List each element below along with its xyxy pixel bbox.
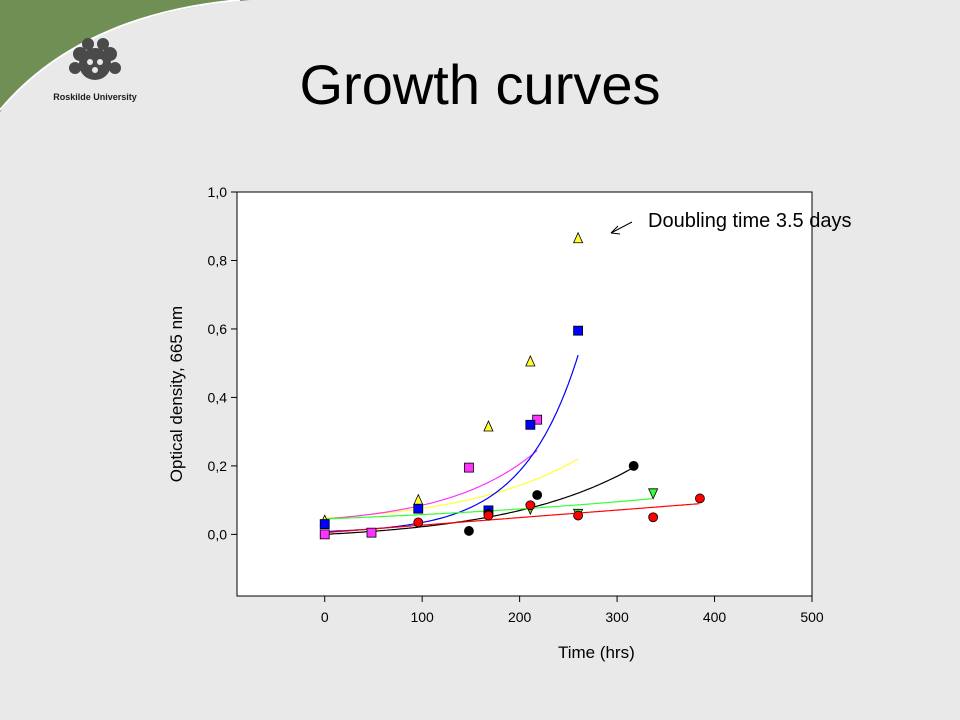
y-tick-label: 0,0	[208, 526, 228, 542]
logo-icon	[69, 38, 121, 80]
data-point	[573, 510, 584, 521]
data-point	[319, 519, 330, 530]
data-point	[532, 490, 543, 500]
data-point	[483, 420, 494, 432]
y-tick-label: 0,8	[208, 252, 228, 268]
y-axis-label: Optical density, 665 nm	[167, 306, 186, 482]
x-tick-label: 200	[508, 609, 532, 625]
data-point	[628, 460, 639, 471]
x-axis-label: Time (hrs)	[558, 643, 635, 662]
data-point	[648, 488, 659, 500]
data-point	[573, 325, 584, 336]
x-tick-label: 500	[800, 609, 824, 625]
data-point	[464, 462, 474, 473]
annotation-arrow	[610, 221, 633, 234]
data-point	[483, 510, 494, 521]
x-tick-label: 0	[321, 609, 329, 625]
data-point	[572, 231, 584, 244]
data-point	[525, 419, 536, 430]
y-tick-label: 0,2	[208, 458, 228, 474]
data-point	[464, 526, 474, 536]
fit-line	[324, 450, 538, 520]
data-point	[413, 503, 424, 514]
data-point	[319, 529, 330, 540]
data-point	[525, 354, 536, 367]
data-point	[413, 517, 424, 528]
data-point	[532, 414, 543, 425]
y-tick-label: 0,6	[208, 321, 228, 337]
x-tick-label: 100	[410, 609, 434, 625]
data-point	[648, 512, 659, 523]
data-point	[366, 527, 377, 538]
fit-line	[324, 503, 699, 534]
y-tick-label: 1,0	[208, 184, 228, 200]
x-tick-label: 400	[703, 609, 727, 625]
data-point	[525, 500, 536, 511]
data-point	[695, 493, 705, 504]
y-tick-label: 0,4	[208, 389, 228, 405]
plot-area	[236, 191, 813, 597]
corner-decoration	[0, 0, 250, 112]
doubling-time-annotation: Doubling time 3.5 days	[648, 210, 852, 232]
arrow-head-icon	[610, 225, 621, 235]
slide-title: Growth curves	[299, 53, 661, 116]
logo-text: Roskilde University	[53, 92, 137, 102]
university-logo: Roskilde University	[40, 34, 150, 114]
x-tick-label: 300	[605, 609, 629, 625]
